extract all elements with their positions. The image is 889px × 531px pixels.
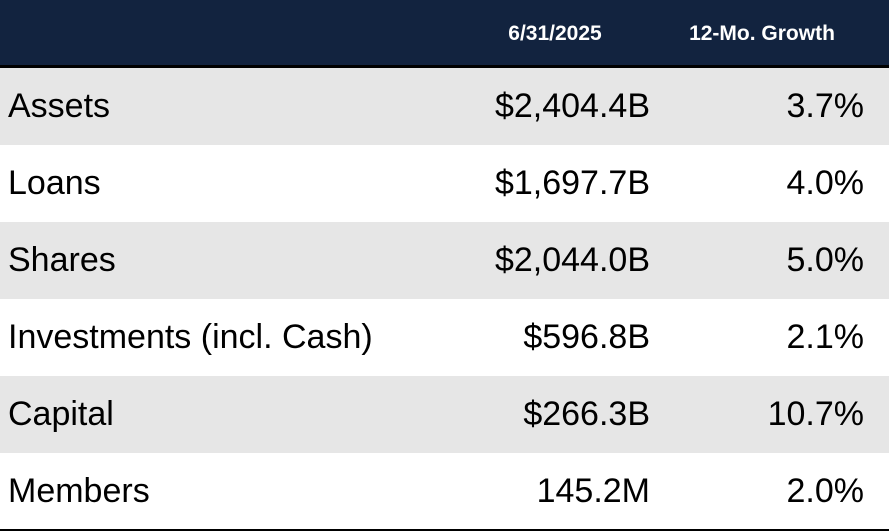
row-label: Investments (incl. Cash) — [8, 318, 373, 356]
table-row-loans: Loans $1,697.7B 4.0% — [0, 145, 889, 222]
row-growth: 10.7% — [767, 395, 864, 433]
table-row-members: Members 145.2M 2.0% — [0, 453, 889, 530]
row-growth: 3.7% — [786, 87, 865, 125]
bottom-border — [0, 529, 889, 531]
row-label: Shares — [8, 241, 116, 279]
row-label: Members — [8, 472, 150, 510]
row-label: Capital — [8, 395, 114, 433]
table-row-investments: Investments (incl. Cash) $596.8B 2.1% — [0, 299, 889, 376]
row-growth: 4.0% — [786, 164, 865, 202]
row-growth: 2.1% — [786, 318, 865, 356]
table-header: 6/31/2025 12-Mo. Growth — [0, 0, 889, 68]
column-header-growth: 12-Mo. Growth — [689, 22, 835, 45]
table-row-shares: Shares $2,044.0B 5.0% — [0, 222, 889, 299]
row-growth: 2.0% — [786, 472, 865, 510]
row-label: Loans — [8, 164, 101, 202]
row-value: $2,404.4B — [494, 87, 650, 125]
row-growth: 5.0% — [786, 241, 865, 279]
row-value: $1,697.7B — [494, 164, 650, 202]
table-row-capital: Capital $266.3B 10.7% — [0, 376, 889, 453]
row-label: Assets — [8, 87, 111, 125]
row-value: $266.3B — [523, 395, 650, 433]
row-value: $2,044.0B — [494, 241, 650, 279]
row-value: $596.8B — [523, 318, 650, 356]
column-header-date: 6/31/2025 — [508, 22, 602, 45]
table-row-assets: Assets $2,404.4B 3.7% — [0, 68, 889, 145]
row-value: 145.2M — [536, 472, 650, 510]
